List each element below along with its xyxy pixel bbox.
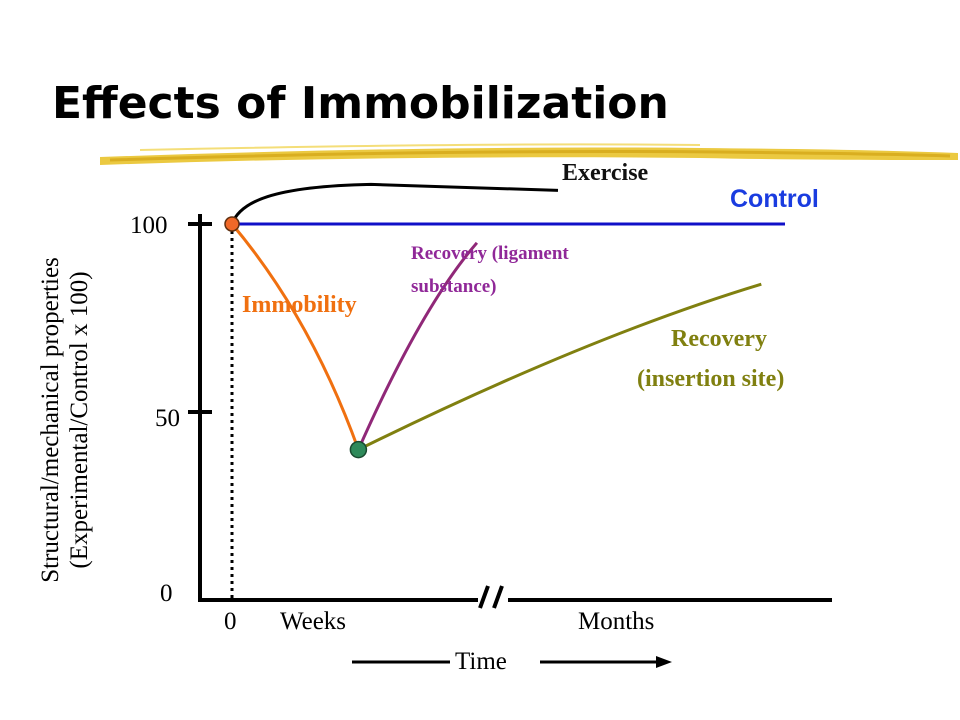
exercise-label: Exercise xyxy=(562,160,649,186)
y-axis-label-line-2: (Experimental/Control x 100) xyxy=(66,271,93,569)
time-arrow-head xyxy=(656,656,672,668)
control-label: Control xyxy=(730,185,819,213)
axis-break-mark-1 xyxy=(478,585,490,609)
y-tick-50: 50 xyxy=(155,405,180,432)
recovery-insertion-label-2: (insertion site) xyxy=(637,366,785,392)
axis-break-mark-2 xyxy=(492,585,504,609)
y-tick-100: 100 xyxy=(130,212,168,239)
x-tick-weeks: Weeks xyxy=(280,608,347,635)
immobility-label: Immobility xyxy=(242,292,357,318)
series-line-recovery_ligament xyxy=(357,241,479,451)
y-axis-label: Structural/mechanical properties (Experi… xyxy=(36,210,94,630)
recovery-ligament-label-1: Recovery (ligament xyxy=(411,243,569,264)
recovery-ligament-label-2: substance) xyxy=(411,276,497,297)
x-tick-months: Months xyxy=(578,608,655,635)
x-tick-zero: 0 xyxy=(224,608,237,635)
recovery-insertion-label-1: Recovery xyxy=(671,326,767,352)
series-line-exercise xyxy=(230,182,559,225)
page-title: Effects of Immobilization xyxy=(52,78,669,129)
series-line-recovery_insertion xyxy=(357,282,762,451)
low-point-marker xyxy=(349,440,368,459)
y-tick-0: 0 xyxy=(160,580,173,607)
series-line-immobility xyxy=(230,223,360,451)
x-axis-label: Time xyxy=(455,648,507,675)
start-point-marker xyxy=(224,216,240,232)
y-axis-label-line-1: Structural/mechanical properties xyxy=(37,257,64,583)
